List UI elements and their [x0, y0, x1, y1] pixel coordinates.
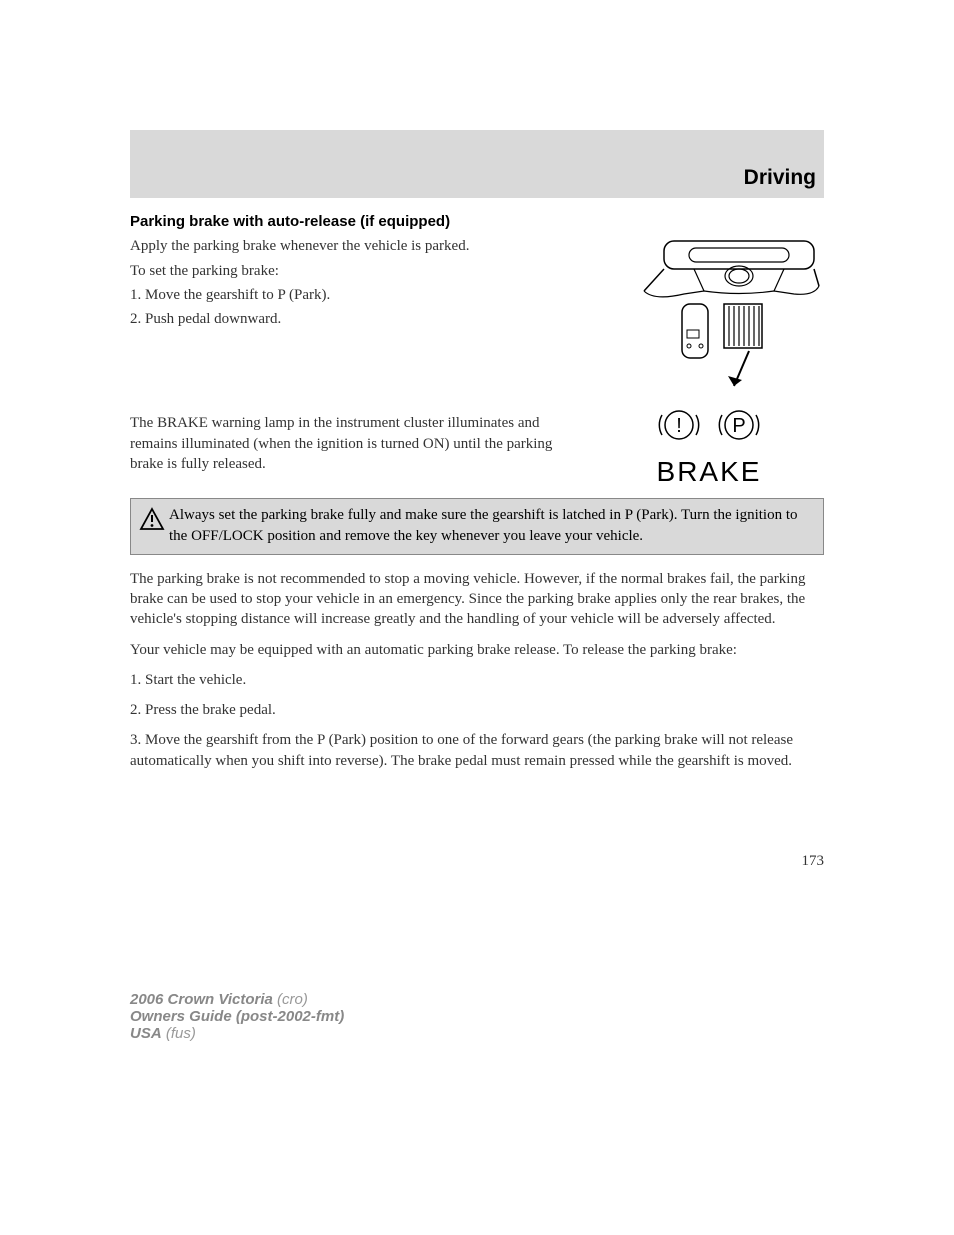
subheading: Parking brake with auto-release (if equi… [130, 212, 824, 232]
warning-text: Always set the parking brake fully and m… [169, 505, 815, 546]
set-step-1: 1. Move the gearshift to P (Park). [130, 285, 574, 305]
footer-line-3: USA (fus) [130, 1025, 824, 1042]
two-column-layout: Apply the parking brake whenever the veh… [130, 236, 824, 490]
footer-region: USA [130, 1025, 162, 1042]
footer-guide: Owners Guide (post-2002-fmt) [130, 1008, 344, 1025]
release-step-2: 2. Press the brake pedal. [130, 700, 824, 720]
footer-line-2: Owners Guide (post-2002-fmt) [130, 1008, 824, 1025]
warning-box: Always set the parking brake fully and m… [130, 498, 824, 555]
warning-triangle-icon [139, 505, 169, 537]
exclaim-icon: ! [676, 415, 682, 437]
para-auto-release: Your vehicle may be equipped with an aut… [130, 640, 824, 660]
text-column: Apply the parking brake whenever the veh… [130, 236, 574, 490]
footer: 2006 Crown Victoria (cro) Owners Guide (… [0, 911, 954, 1082]
brake-label: BRAKE [594, 453, 824, 491]
parking-brake-diagram [594, 236, 824, 396]
section-title: Driving [744, 166, 816, 189]
intro-para-2: To set the parking brake: [130, 261, 574, 281]
footer-model: 2006 Crown Victoria [130, 991, 273, 1008]
page-number: 173 [130, 851, 824, 871]
p-icon: P [732, 415, 745, 437]
content: Parking brake with auto-release (if equi… [130, 198, 824, 871]
footer-code-1: (cro) [277, 991, 308, 1008]
page: Driving Parking brake with auto-release … [0, 0, 954, 911]
footer-line-1: 2006 Crown Victoria (cro) [130, 991, 824, 1008]
section-header: Driving [130, 130, 824, 198]
release-step-1: 1. Start the vehicle. [130, 670, 824, 690]
set-step-2: 2. Push pedal downward. [130, 309, 574, 329]
para-emergency: The parking brake is not recommended to … [130, 569, 824, 630]
intro-para-1: Apply the parking brake whenever the veh… [130, 236, 574, 256]
diagram-column: ! P BRAKE [594, 236, 824, 490]
down-arrow-icon [728, 351, 749, 386]
spacer [130, 333, 574, 413]
footer-code-3: (fus) [166, 1025, 196, 1042]
brake-pedal-icon [724, 304, 762, 348]
lamp-para: The BRAKE warning lamp in the instrument… [130, 413, 574, 474]
accelerator-pedal-icon [682, 304, 708, 358]
brake-indicator-icon: ! P BRAKE [594, 404, 824, 490]
release-step-3: 3. Move the gearshift from the P (Park) … [130, 730, 824, 771]
